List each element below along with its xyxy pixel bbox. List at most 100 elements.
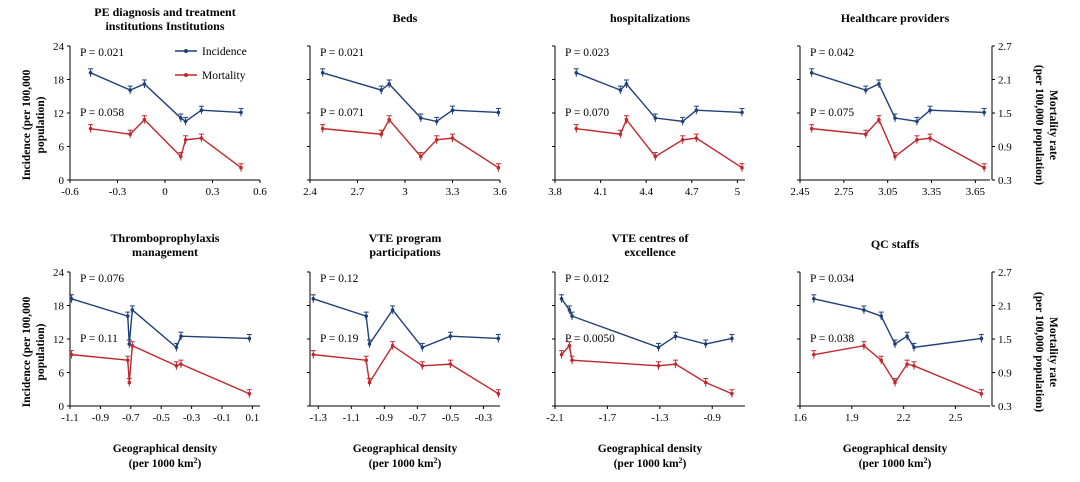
mortality-point — [982, 165, 986, 170]
x-tick-label: 2.75 — [834, 186, 854, 198]
panel-title: participations — [369, 245, 441, 259]
x-axis-label-units: (per 1000 km2) — [369, 456, 442, 470]
incidence-point — [130, 308, 135, 312]
mortality-point — [673, 362, 678, 366]
legend-mortality-marker — [184, 73, 188, 77]
x-tick-label: -0.9 — [376, 412, 394, 424]
x-axis-label: Geographical density — [843, 443, 948, 455]
x-tick-label: 3.8 — [548, 186, 562, 198]
mortality-point — [656, 364, 661, 368]
p-value-incidence: P = 0.021 — [80, 47, 124, 59]
incidence-point — [125, 314, 130, 318]
p-value-incidence: P = 0.012 — [565, 273, 609, 285]
x-tick-label: -0.3 — [109, 186, 127, 198]
mortality-point — [653, 154, 658, 159]
x-tick-label: 3.6 — [493, 186, 507, 198]
mortality-point — [893, 154, 897, 159]
mortality-line — [576, 118, 743, 169]
incidence-point — [905, 334, 909, 339]
x-tick-label: 3.65 — [966, 186, 986, 198]
x-tick-label: -0.9 — [704, 412, 722, 424]
mortality-point — [247, 391, 252, 396]
x-tick-label: 3.35 — [922, 186, 942, 198]
y-right-label: Mortality rate — [1047, 90, 1059, 160]
p-value-mortality: P = 0.075 — [810, 107, 854, 119]
incidence-point — [142, 82, 147, 86]
incidence-point — [199, 108, 204, 113]
mortality-point — [379, 132, 384, 137]
incidence-point — [239, 110, 243, 115]
incidence-point — [179, 116, 183, 120]
panel-title: VTE centres of — [611, 231, 689, 245]
mortality-point — [199, 136, 204, 140]
mortality-point — [730, 391, 734, 396]
incidence-point — [450, 108, 455, 113]
mortality-point — [915, 138, 919, 142]
incidence-point — [434, 119, 439, 124]
mortality-point — [928, 136, 932, 140]
mortality-point — [69, 352, 74, 357]
mortality-point — [694, 136, 699, 140]
mortality-point — [979, 391, 984, 396]
incidence-point — [364, 314, 368, 318]
x-axis-label: Geographical density — [113, 443, 218, 455]
incidence-point — [367, 342, 372, 346]
x-tick-label: -0.7 — [409, 412, 427, 424]
mortality-point — [364, 358, 368, 363]
mortality-point — [130, 343, 135, 348]
mortality-point — [311, 352, 316, 357]
incidence-point — [656, 345, 661, 350]
incidence-point — [863, 88, 868, 92]
x-tick-label: 3 — [402, 186, 408, 198]
legend-incidence-label: Incidence — [202, 46, 247, 58]
incidence-point — [703, 342, 708, 346]
mortality-point — [703, 380, 708, 385]
p-value-incidence: P = 0.021 — [320, 47, 364, 59]
mortality-point — [567, 343, 572, 348]
panel-title: management — [132, 245, 198, 259]
mortality-point — [863, 132, 868, 137]
x-tick-label: 4.1 — [594, 186, 608, 198]
panel: Beds 2.4 2.7 3 3.3 3.6 P = 0.021 P = 0.071 — [303, 11, 507, 198]
y-left-label: Incidence (per 100,000 — [21, 69, 33, 180]
x-tick-label: 2.7 — [351, 186, 365, 198]
x-tick-label: -1.1 — [343, 412, 360, 424]
mortality-line — [322, 118, 499, 169]
incidence-point — [877, 82, 881, 86]
x-tick-label: 0.1 — [246, 412, 260, 424]
y-left-label-line2: population) — [35, 96, 47, 153]
incidence-point — [247, 336, 252, 341]
mortality-point — [420, 364, 425, 368]
incidence-point — [320, 71, 325, 75]
incidence-point — [653, 116, 658, 120]
x-tick-label: 1.9 — [845, 412, 859, 424]
mortality-point — [570, 358, 574, 363]
panel-title: excellence — [624, 245, 676, 259]
mortality-point — [390, 343, 395, 348]
mortality-point — [809, 126, 814, 131]
y2-tick-label: 1.5 — [998, 334, 1012, 346]
incidence-point — [419, 116, 423, 120]
y-right-label-line2: (per 100,000 population) — [1033, 65, 1045, 185]
mortality-point — [912, 364, 916, 368]
mortality-point — [179, 154, 183, 159]
y-right-label-line2: (per 100,000 population) — [1033, 292, 1045, 412]
mortality-point — [125, 358, 130, 363]
y2-tick-label: 0.3 — [998, 175, 1012, 187]
x-tick-label: -2.1 — [546, 412, 563, 424]
mortality-point — [618, 132, 623, 137]
incidence-point — [730, 336, 734, 341]
incidence-point — [893, 116, 897, 120]
incidence-point — [879, 314, 883, 318]
y2-tick-label: 2.7 — [998, 267, 1012, 279]
x-tick-label: -0.5 — [442, 412, 460, 424]
x-tick-label: 0.6 — [253, 186, 267, 198]
p-value-mortality: P = 0.071 — [320, 107, 364, 119]
incidence-point — [893, 342, 897, 346]
y-tick-label: 12 — [53, 334, 64, 346]
incidence-point — [183, 119, 188, 124]
x-tick-label: -1.3 — [651, 412, 669, 424]
mortality-point — [434, 138, 439, 142]
p-value-incidence: P = 0.076 — [80, 273, 124, 285]
